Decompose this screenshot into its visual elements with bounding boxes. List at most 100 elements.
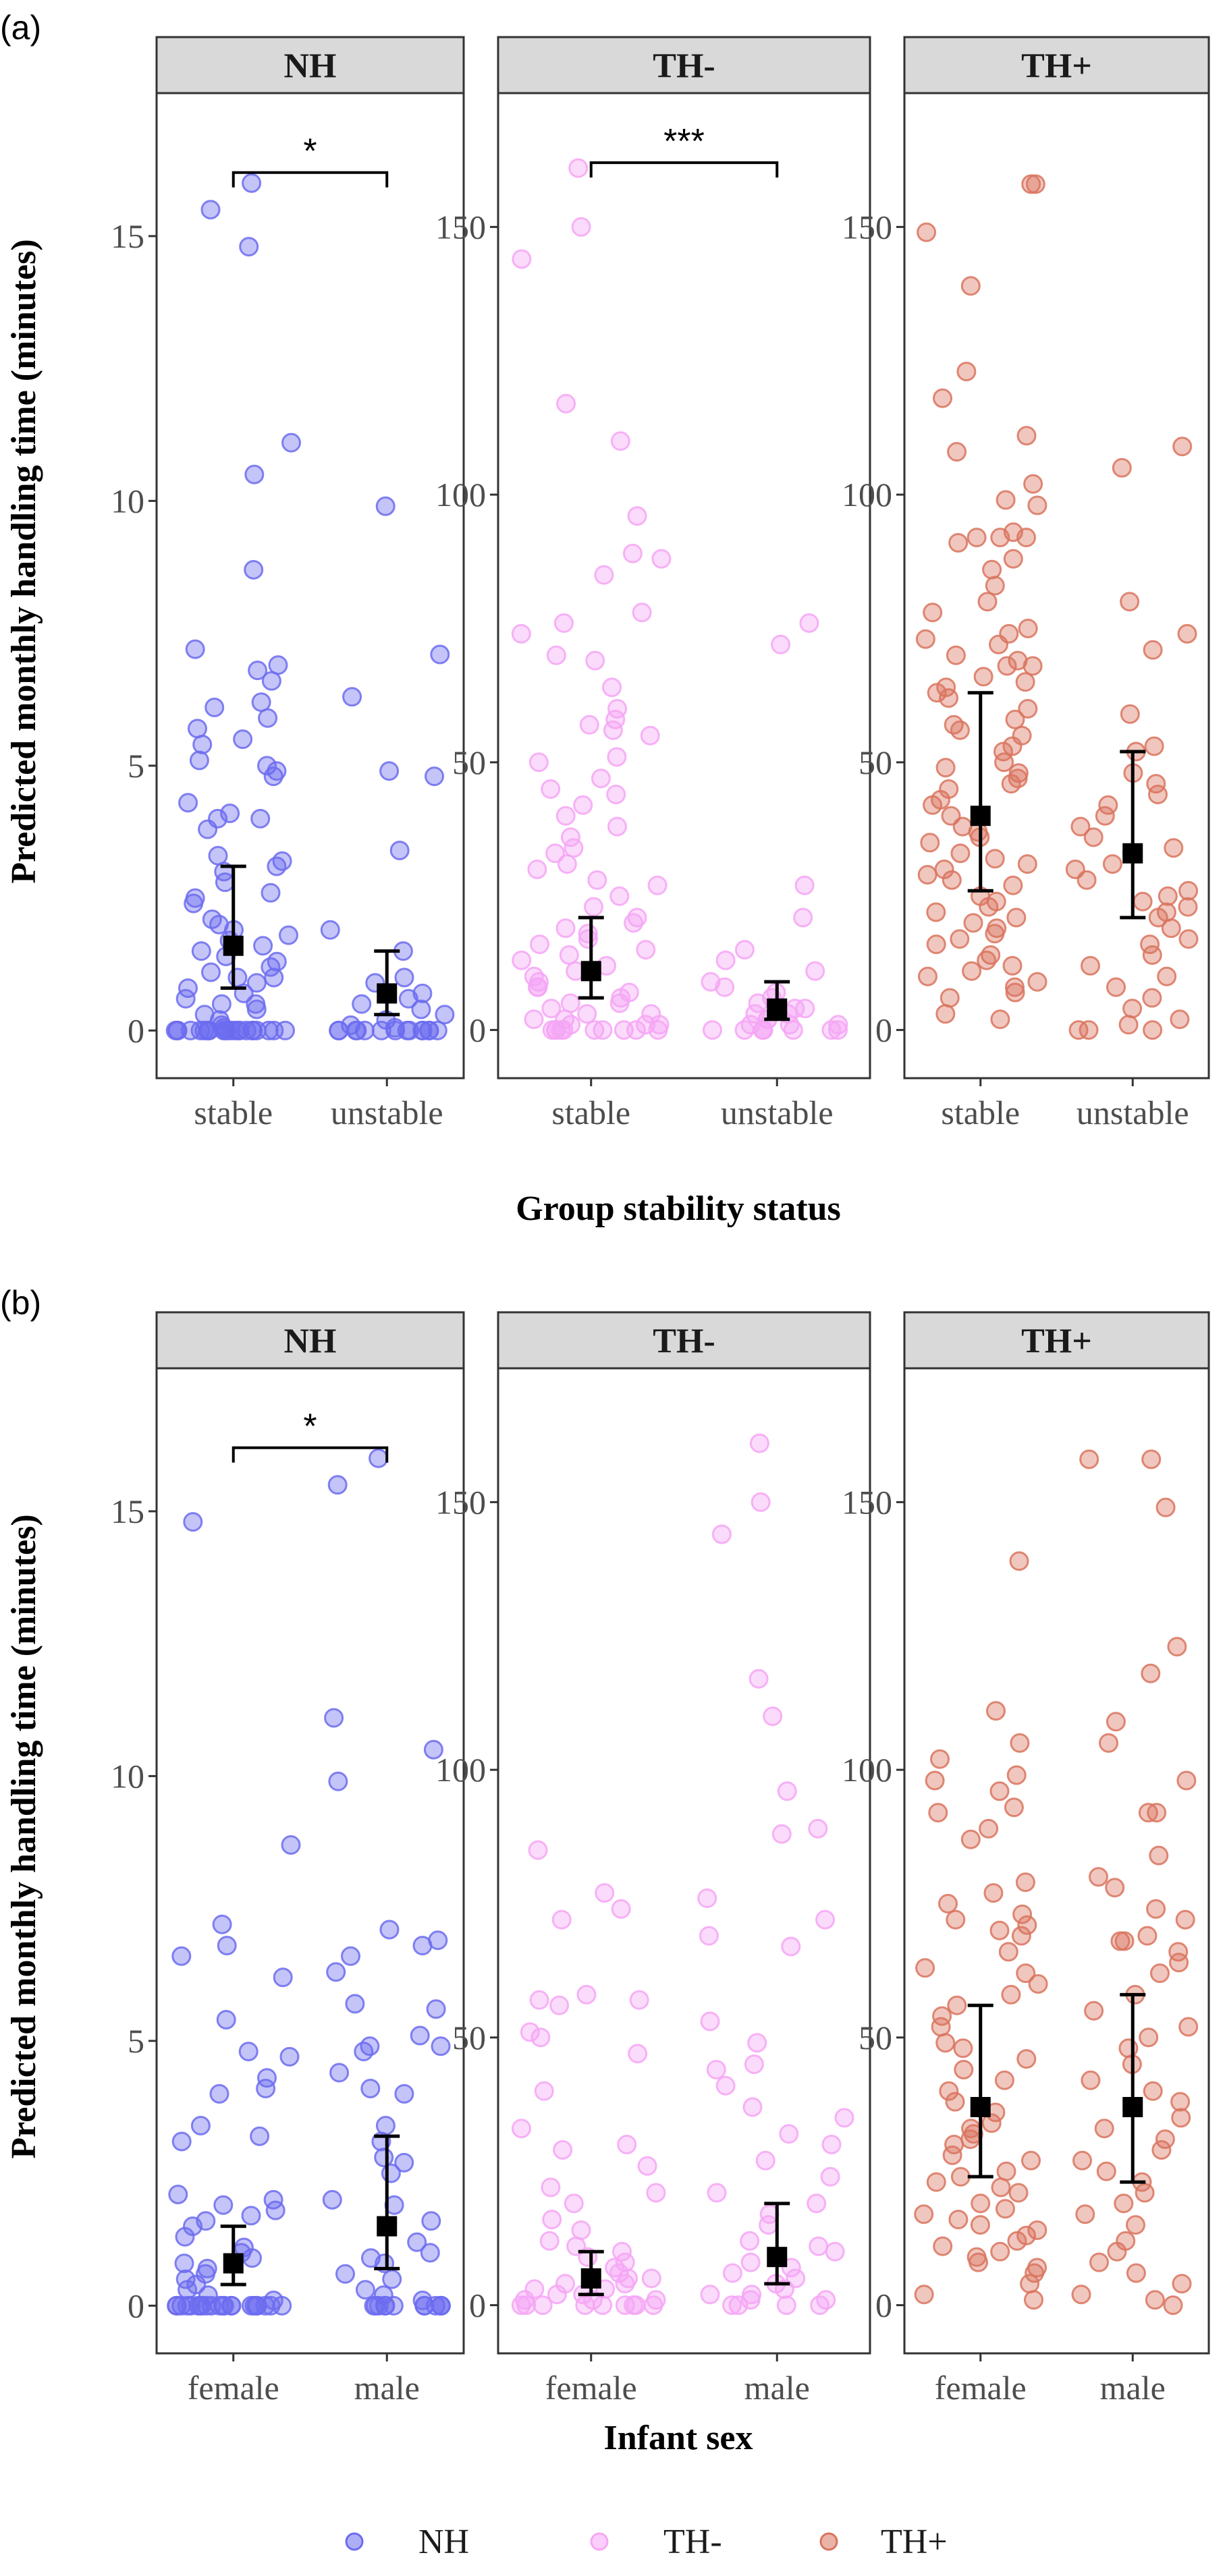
data-point — [946, 1909, 966, 1930]
data-point — [242, 1020, 263, 1040]
data-point — [261, 2295, 281, 2316]
data-point — [933, 2236, 953, 2256]
data-point — [1126, 2263, 1146, 2283]
data-point — [168, 2185, 188, 2204]
data-point — [794, 875, 815, 895]
data-point — [759, 2215, 779, 2235]
data-point — [335, 2264, 355, 2284]
data-point — [926, 902, 946, 922]
data-point — [208, 845, 228, 866]
data-point — [239, 237, 259, 257]
data-point — [703, 1020, 722, 1040]
data-point — [700, 2011, 720, 2032]
data-point — [946, 645, 966, 665]
data-point — [533, 2295, 553, 2316]
data-point — [1025, 174, 1045, 194]
data-point — [542, 2210, 562, 2230]
mean-marker — [970, 806, 991, 827]
data-point — [795, 999, 815, 1019]
data-point — [551, 1909, 572, 1930]
x-tick-label: unstable — [331, 1094, 443, 1131]
data-point — [1077, 870, 1097, 890]
data-point — [1003, 549, 1023, 569]
data-point — [1112, 457, 1132, 478]
data-point — [636, 940, 656, 960]
significance-label: * — [303, 1407, 317, 1447]
mean-marker — [1122, 843, 1143, 864]
y-tick-label: 10 — [111, 1757, 144, 1795]
data-point — [777, 1781, 797, 1801]
data-point — [609, 886, 630, 906]
data-point — [595, 1883, 615, 1903]
mean-marker — [377, 2216, 398, 2237]
data-point — [918, 966, 937, 986]
data-point — [185, 639, 205, 659]
data-point — [967, 528, 987, 548]
data-point — [1079, 1020, 1099, 1040]
data-point — [364, 2295, 384, 2316]
data-point — [555, 806, 576, 826]
mean-marker — [377, 983, 398, 1004]
data-point — [385, 1020, 406, 1040]
data-point — [609, 993, 630, 1013]
data-point — [541, 999, 562, 1019]
y-tick-label: 0 — [128, 2287, 144, 2324]
data-point — [564, 2193, 584, 2214]
data-point — [917, 865, 937, 885]
data-point — [1178, 2017, 1199, 2037]
data-point — [264, 1020, 284, 1040]
data-point — [977, 950, 997, 970]
mean-marker — [580, 961, 601, 982]
data-point — [512, 2119, 531, 2139]
data-point — [541, 2177, 561, 2197]
data-point — [629, 1990, 649, 2010]
data-point — [360, 2079, 381, 2098]
data-point — [971, 2193, 991, 2214]
data-point — [1021, 2150, 1041, 2171]
data-point — [697, 1888, 717, 1908]
data-point — [512, 950, 532, 970]
data-point — [603, 720, 623, 740]
data-point — [383, 2295, 404, 2316]
data-point — [546, 1020, 566, 1040]
data-point — [948, 2210, 969, 2230]
data-point — [994, 752, 1014, 773]
data-point — [244, 560, 264, 580]
data-point — [1006, 907, 1027, 928]
data-point — [1095, 806, 1115, 826]
group-unstable — [1065, 437, 1199, 1040]
facet-strip-label: TH+ — [1021, 1322, 1092, 1361]
data-point — [1075, 2204, 1095, 2224]
data-point — [1096, 2161, 1116, 2181]
data-point — [1118, 2038, 1139, 2059]
data-point — [747, 2033, 767, 2053]
data-point — [281, 432, 301, 453]
x-tick-label: unstable — [1077, 1094, 1189, 1131]
data-point — [981, 2113, 1002, 2133]
data-point — [258, 708, 278, 728]
data-point — [950, 843, 971, 864]
data-point — [530, 934, 549, 955]
x-tick-label: stable — [551, 1094, 630, 1131]
data-point — [1021, 174, 1041, 194]
data-point — [970, 2215, 990, 2235]
facet-nh: NH 0 5 10 15 female male * — [111, 1311, 465, 2407]
facet-th-plus: TH+ 0 50 100 150 female male — [842, 1311, 1210, 2407]
data-point — [648, 1020, 668, 1040]
data-point — [1164, 838, 1184, 858]
data-point — [1017, 1915, 1037, 1935]
data-point — [201, 962, 221, 982]
data-point — [546, 645, 566, 665]
data-point — [346, 1020, 366, 1040]
group-unstable — [320, 496, 455, 1040]
data-point — [425, 2295, 445, 2316]
data-point — [834, 2108, 854, 2128]
data-point — [342, 687, 362, 707]
data-point — [969, 2252, 988, 2272]
facet-strip-label: TH+ — [1021, 47, 1092, 86]
data-point — [622, 543, 643, 563]
data-point — [1149, 1845, 1169, 1866]
data-point — [1006, 1765, 1027, 1785]
data-point — [962, 961, 982, 981]
mean-marker — [767, 2247, 788, 2268]
